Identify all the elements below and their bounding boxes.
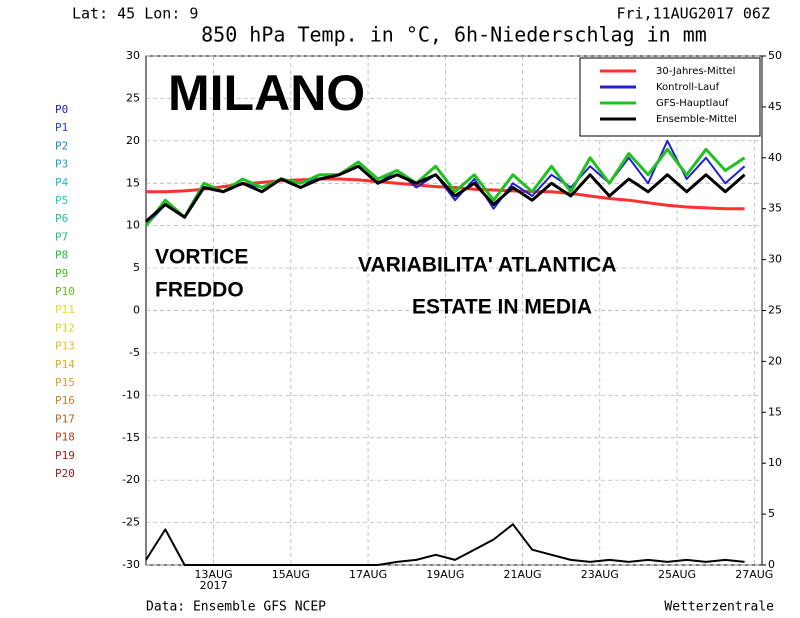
y2-tick-label: 40 [768, 151, 782, 164]
member-label: P7 [55, 230, 68, 243]
footer-left: Data: Ensemble GFS NCEP [146, 600, 326, 615]
member-label: P4 [55, 176, 69, 189]
member-label: P5 [55, 194, 68, 207]
annotation: MILANO [168, 65, 365, 121]
member-label: P18 [55, 431, 75, 444]
header-right: Fri,11AUG2017 06Z [616, 5, 770, 23]
x-tick-label: 19AUG [426, 568, 464, 581]
y-tick-label: 0 [133, 304, 140, 317]
y2-tick-label: 5 [768, 507, 775, 520]
member-label: P2 [55, 139, 68, 152]
member-label: P19 [55, 449, 75, 462]
x-tick-label: 25AUG [658, 568, 696, 581]
y2-tick-label: 45 [768, 100, 782, 113]
x-tick-label: 21AUG [503, 568, 541, 581]
legend-label: 30-Jahres-Mittel [656, 66, 735, 77]
annotation: FREDDO [155, 279, 244, 302]
y-tick-label: -10 [122, 388, 140, 401]
annotation: VARIABILITA' ATLANTICA [358, 254, 617, 277]
x-tick-label: 13AUG [195, 568, 233, 581]
member-label: P15 [55, 376, 75, 389]
legend-label: GFS-Hauptlauf [656, 98, 729, 109]
header-left: Lat: 45 Lon: 9 [72, 5, 198, 23]
member-label: P8 [55, 249, 68, 262]
y2-tick-label: 25 [768, 304, 782, 317]
legend-label: Ensemble-Mittel [656, 114, 737, 125]
series-line [144, 147, 746, 227]
y-tick-label: 10 [126, 219, 140, 232]
y-tick-label: -20 [122, 473, 140, 486]
y2-tick-label: 15 [768, 405, 782, 418]
member-label: P16 [55, 394, 75, 407]
member-label: P11 [55, 303, 75, 316]
annotation: ESTATE IN MEDIA [412, 296, 592, 319]
y2-tick-label: 0 [768, 558, 775, 571]
series-line [145, 523, 745, 566]
series-line [145, 164, 746, 223]
y-tick-label: -5 [129, 346, 140, 359]
member-label: P1 [55, 121, 68, 134]
y-tick-label: 5 [133, 261, 140, 274]
y-tick-label: -25 [122, 516, 140, 529]
y2-tick-label: 50 [768, 49, 782, 62]
annotation: VORTICE [155, 246, 248, 269]
y2-tick-label: 20 [768, 354, 782, 367]
x-tick-label: 27AUG [735, 568, 773, 581]
member-label: P17 [55, 412, 75, 425]
member-label: P13 [55, 340, 75, 353]
member-label: P3 [55, 158, 68, 171]
x-tick-label: 23AUG [581, 568, 619, 581]
year-label: 2017 [200, 579, 228, 592]
member-label: P12 [55, 321, 75, 334]
x-tick-label: 17AUG [349, 568, 387, 581]
y-tick-label: 15 [126, 176, 140, 189]
y-tick-label: 20 [126, 134, 140, 147]
member-label: P9 [55, 267, 68, 280]
chart-title: 850 hPa Temp. in °C, 6h-Niederschlag in … [201, 23, 707, 47]
y2-tick-label: 10 [768, 456, 782, 469]
y2-tick-label: 35 [768, 202, 782, 215]
member-label: P6 [55, 212, 68, 225]
member-label: P20 [55, 467, 75, 480]
legend-label: Kontroll-Lauf [656, 82, 720, 93]
member-label: P10 [55, 285, 75, 298]
y-tick-label: 30 [126, 49, 140, 62]
member-label: P14 [55, 358, 75, 371]
y-tick-label: -15 [122, 431, 140, 444]
y-tick-label: -30 [122, 558, 140, 571]
y-tick-label: 25 [126, 91, 140, 104]
x-tick-label: 15AUG [272, 568, 310, 581]
y2-tick-label: 30 [768, 253, 782, 266]
member-label: P0 [55, 103, 68, 116]
footer-right: Wetterzentrale [664, 600, 774, 615]
